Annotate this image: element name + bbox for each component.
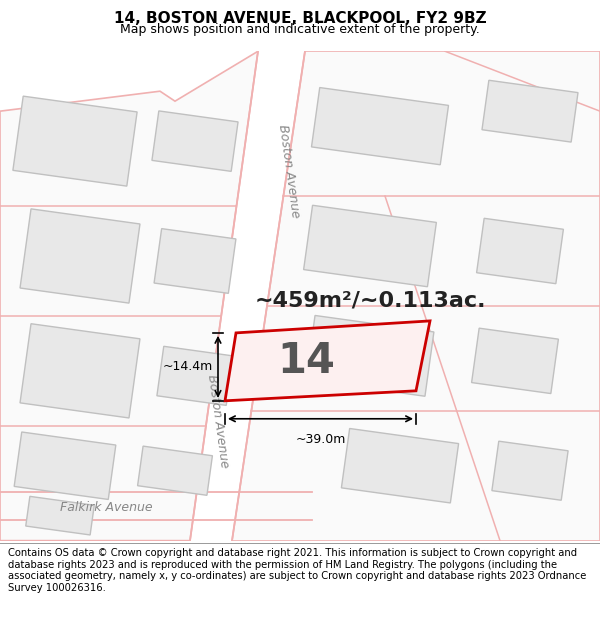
Text: 14, BOSTON AVENUE, BLACKPOOL, FY2 9BZ: 14, BOSTON AVENUE, BLACKPOOL, FY2 9BZ [113, 11, 487, 26]
Polygon shape [311, 88, 449, 165]
Text: Map shows position and indicative extent of the property.: Map shows position and indicative extent… [120, 23, 480, 36]
Text: ~459m²/~0.113ac.: ~459m²/~0.113ac. [254, 291, 486, 311]
Polygon shape [476, 218, 563, 284]
Polygon shape [0, 51, 258, 541]
Polygon shape [482, 80, 578, 142]
Polygon shape [137, 446, 212, 495]
Polygon shape [304, 205, 436, 287]
Polygon shape [232, 51, 600, 541]
Polygon shape [152, 111, 238, 171]
Polygon shape [492, 441, 568, 500]
Polygon shape [157, 346, 233, 406]
Polygon shape [341, 429, 458, 503]
Text: Contains OS data © Crown copyright and database right 2021. This information is : Contains OS data © Crown copyright and d… [8, 548, 586, 593]
Polygon shape [20, 209, 140, 303]
Polygon shape [20, 324, 140, 418]
Text: ~39.0m: ~39.0m [295, 432, 346, 446]
Polygon shape [13, 96, 137, 186]
Polygon shape [26, 496, 94, 535]
Text: Boston Avenue: Boston Avenue [275, 124, 301, 219]
Polygon shape [225, 321, 430, 401]
Polygon shape [306, 316, 434, 396]
Polygon shape [14, 432, 116, 499]
Text: ~14.4m: ~14.4m [163, 361, 213, 373]
Text: Falkirk Avenue: Falkirk Avenue [60, 501, 152, 514]
Polygon shape [190, 51, 305, 541]
Text: 14: 14 [278, 341, 335, 382]
Polygon shape [472, 328, 559, 394]
Polygon shape [154, 229, 236, 293]
Text: Boston Avenue: Boston Avenue [205, 373, 231, 468]
